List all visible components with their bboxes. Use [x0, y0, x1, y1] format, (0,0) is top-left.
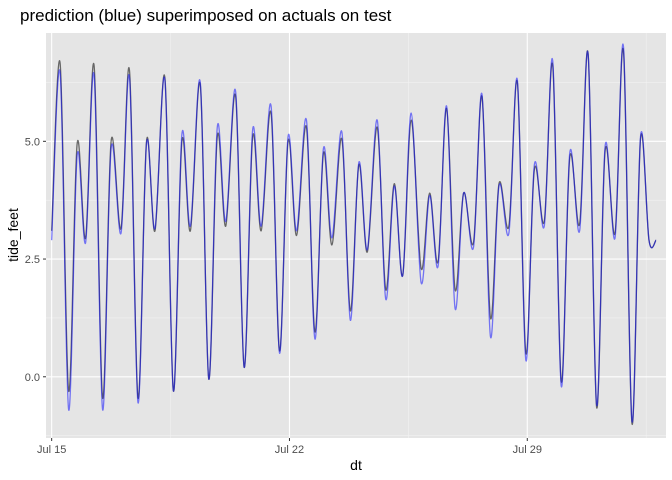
series-lines — [51, 43, 657, 425]
x-tick-label: Jul 29 — [513, 444, 542, 456]
y-axis-title: tide_feet — [5, 208, 21, 262]
prediction-line — [51, 43, 657, 423]
x-tick-label: Jul 15 — [37, 444, 66, 456]
x-axis: Jul 15 Jul 22 Jul 29 — [37, 438, 542, 456]
chart-title: prediction (blue) superimposed on actual… — [20, 6, 392, 25]
x-axis-title: dt — [350, 457, 362, 473]
y-tick-label: 2.5 — [25, 254, 40, 266]
y-axis: 0.0 2.5 5.0 — [25, 136, 46, 384]
x-tick-label: Jul 22 — [275, 444, 304, 456]
y-tick-label: 0.0 — [25, 372, 40, 384]
y-tick-label: 5.0 — [25, 136, 40, 148]
